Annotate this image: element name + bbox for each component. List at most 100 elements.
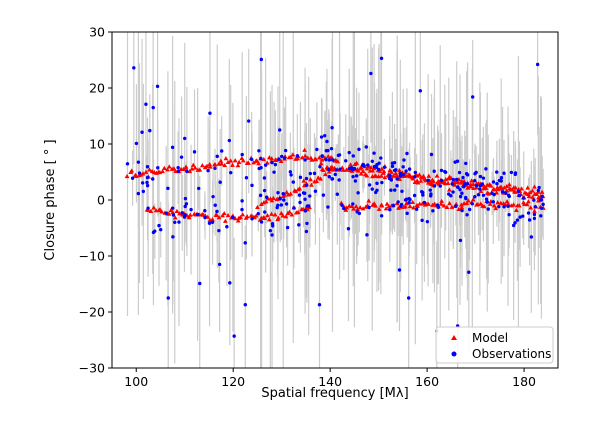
observation-point bbox=[499, 176, 504, 180]
observation-point bbox=[140, 181, 145, 185]
observation-point bbox=[337, 178, 341, 182]
model-point bbox=[192, 165, 198, 170]
observation-point bbox=[392, 160, 397, 165]
model-point bbox=[412, 179, 418, 184]
observation-point bbox=[426, 178, 430, 182]
model-point bbox=[349, 203, 355, 209]
model-point bbox=[458, 180, 464, 185]
observation-point bbox=[420, 218, 424, 223]
observation-point bbox=[413, 170, 418, 175]
observation-point bbox=[231, 215, 235, 219]
observation-point bbox=[220, 149, 224, 153]
observation-point bbox=[305, 204, 310, 208]
observation-point bbox=[458, 187, 462, 192]
model-point bbox=[287, 209, 292, 214]
observation-point bbox=[130, 176, 135, 180]
model-point bbox=[147, 167, 152, 172]
model-point bbox=[290, 152, 296, 157]
observation-point bbox=[397, 268, 402, 272]
model-point bbox=[513, 207, 519, 213]
observation-point bbox=[407, 167, 412, 171]
model-point bbox=[325, 154, 331, 159]
observation-point bbox=[367, 205, 371, 210]
model-point bbox=[421, 173, 426, 179]
model-point bbox=[407, 174, 413, 179]
model-point bbox=[280, 213, 286, 218]
model-point bbox=[190, 162, 196, 167]
observation-point bbox=[352, 166, 357, 171]
model-point bbox=[491, 203, 497, 208]
observation-point bbox=[402, 158, 406, 162]
model-point bbox=[505, 201, 511, 206]
observation-point bbox=[132, 66, 136, 70]
model-point bbox=[358, 164, 364, 170]
model-point bbox=[420, 201, 425, 206]
observation-point bbox=[374, 165, 379, 169]
model-point bbox=[219, 161, 225, 166]
model-point bbox=[464, 200, 470, 206]
model-point bbox=[140, 171, 146, 176]
model-point bbox=[246, 160, 251, 165]
observation-point bbox=[480, 182, 484, 186]
observation-point bbox=[259, 57, 264, 62]
model-point bbox=[335, 159, 341, 164]
model-point bbox=[259, 201, 264, 206]
observation-point bbox=[298, 200, 302, 205]
observation-point bbox=[207, 221, 212, 225]
observation-point bbox=[340, 203, 344, 207]
observation-point bbox=[145, 165, 150, 169]
observation-point bbox=[278, 197, 282, 201]
model-point bbox=[170, 209, 176, 215]
observation-point bbox=[527, 218, 532, 222]
observation-point bbox=[536, 188, 541, 193]
model-point bbox=[160, 168, 165, 174]
y-tick-label: 30 bbox=[89, 25, 105, 40]
model-point bbox=[486, 191, 492, 196]
observation-point bbox=[490, 191, 494, 196]
observation-point bbox=[495, 182, 499, 186]
observation-point bbox=[532, 216, 537, 221]
model-point bbox=[254, 158, 260, 163]
observation-point bbox=[407, 201, 411, 205]
observation-point bbox=[532, 212, 537, 217]
model-point bbox=[508, 187, 514, 192]
y-tick-label: −10 bbox=[79, 249, 105, 264]
observation-point bbox=[347, 150, 351, 155]
model-point bbox=[379, 203, 385, 208]
observation-point bbox=[398, 174, 403, 178]
observation-point bbox=[375, 162, 379, 167]
model-point bbox=[498, 184, 504, 189]
model-point bbox=[426, 173, 432, 178]
observation-point bbox=[134, 141, 139, 146]
model-point bbox=[382, 175, 388, 180]
model-point bbox=[506, 182, 512, 187]
model-point bbox=[222, 218, 228, 223]
observation-point bbox=[289, 173, 293, 177]
model-point bbox=[323, 171, 328, 177]
model-point bbox=[225, 159, 231, 165]
observation-point bbox=[539, 206, 544, 210]
model-point bbox=[519, 186, 524, 191]
model-point bbox=[445, 180, 451, 186]
observation-point bbox=[308, 171, 313, 176]
observation-point bbox=[517, 193, 522, 198]
observation-point bbox=[303, 158, 307, 162]
observation-point bbox=[320, 154, 324, 158]
observation-point bbox=[180, 211, 184, 215]
model-point bbox=[308, 177, 313, 182]
observation-point bbox=[325, 139, 329, 144]
observation-point bbox=[297, 193, 302, 197]
observation-point bbox=[374, 190, 378, 195]
model-point bbox=[355, 206, 360, 212]
observation-point bbox=[338, 167, 342, 171]
observation-point bbox=[470, 202, 475, 206]
observation-point bbox=[539, 214, 543, 218]
observation-point bbox=[259, 166, 263, 170]
model-point bbox=[177, 211, 182, 216]
observation-point bbox=[438, 184, 442, 188]
observation-point bbox=[495, 170, 499, 174]
model-point bbox=[343, 207, 349, 212]
observation-point bbox=[203, 208, 207, 213]
observation-point bbox=[259, 220, 264, 224]
observation-point bbox=[157, 223, 161, 228]
